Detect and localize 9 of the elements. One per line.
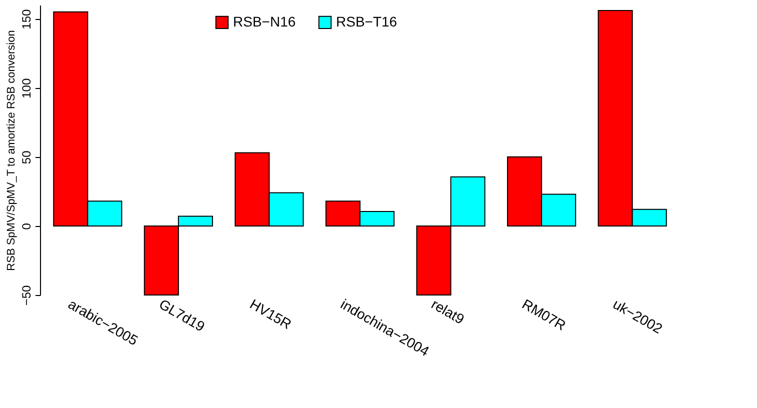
y-tick-label: −50 [20, 285, 34, 306]
y-tick-label: 150 [20, 8, 34, 30]
y-tick-label: 50 [20, 150, 34, 164]
y-axis-title: RSB SpMV/SpMV_T to amortize RSB conversion [6, 30, 18, 271]
y-tick-label: 0 [20, 222, 34, 230]
y-tick-label: 100 [20, 78, 34, 98]
legend-label: RSB−N16 [233, 13, 296, 30]
x-tick-label: relat9 [428, 296, 468, 328]
legend-label: RSB−T16 [336, 13, 398, 30]
